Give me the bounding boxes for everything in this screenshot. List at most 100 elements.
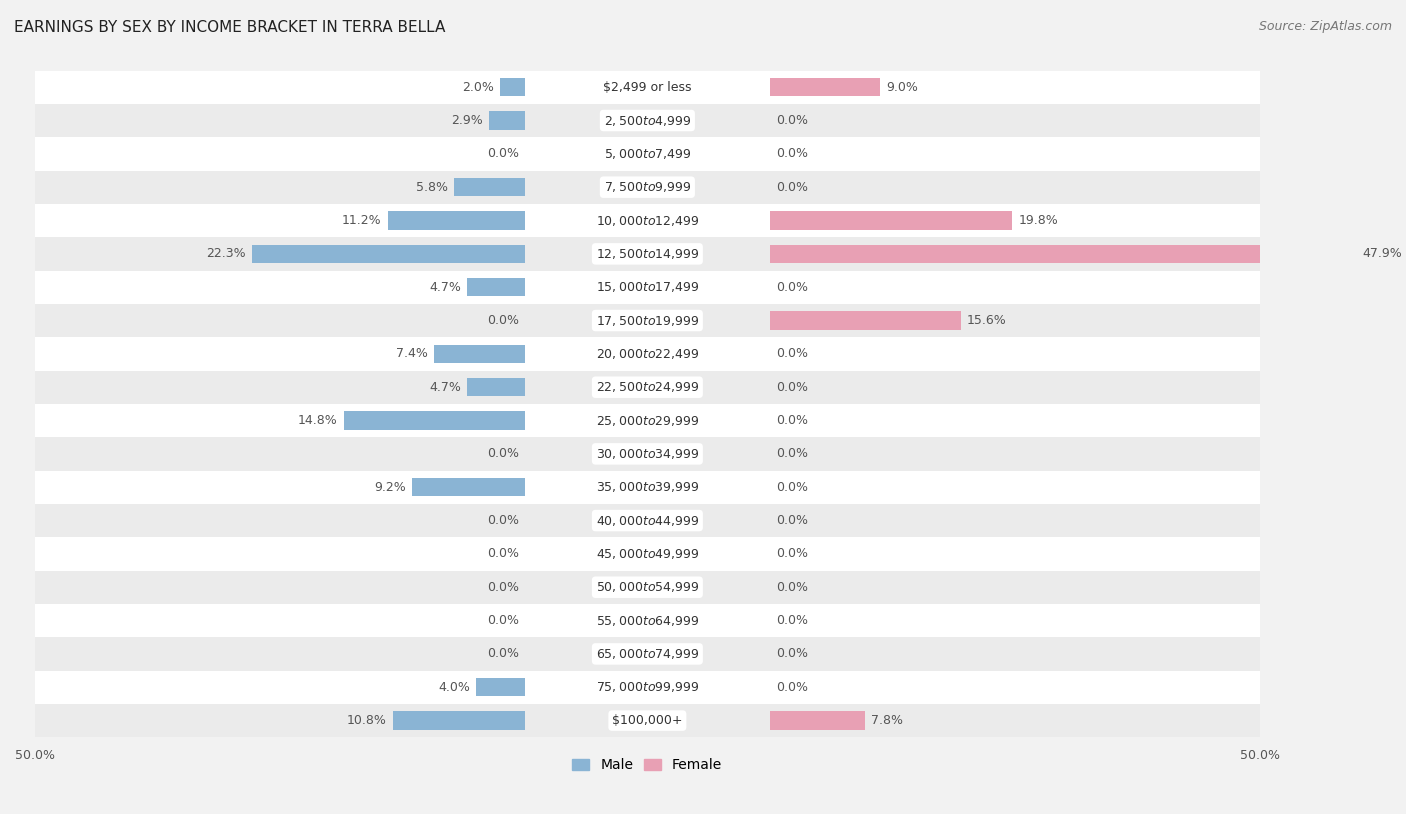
Text: $7,500 to $9,999: $7,500 to $9,999 (603, 180, 692, 195)
Bar (454, 178, 524, 196)
Text: 0.0%: 0.0% (486, 147, 519, 160)
Text: $45,000 to $49,999: $45,000 to $49,999 (596, 547, 699, 561)
Bar (35, 304, 1260, 337)
Text: 0.0%: 0.0% (486, 580, 519, 593)
Text: 0.0%: 0.0% (776, 514, 808, 527)
Bar (35, 138, 1260, 170)
Bar (343, 411, 524, 430)
Text: 15.6%: 15.6% (967, 314, 1007, 327)
Text: $100,000+: $100,000+ (612, 714, 682, 727)
Bar (35, 470, 1260, 504)
Legend: Male, Female: Male, Female (567, 753, 728, 778)
Text: $2,499 or less: $2,499 or less (603, 81, 692, 94)
Bar (35, 504, 1260, 537)
Text: 2.9%: 2.9% (451, 114, 484, 127)
Bar (35, 404, 1260, 437)
Text: 0.0%: 0.0% (776, 481, 808, 494)
Bar (392, 711, 524, 729)
Text: 0.0%: 0.0% (486, 614, 519, 627)
Bar (434, 344, 524, 363)
Text: $25,000 to $29,999: $25,000 to $29,999 (596, 414, 699, 427)
Bar (501, 78, 524, 96)
Bar (35, 537, 1260, 571)
Bar (770, 212, 1012, 230)
Text: 10.8%: 10.8% (347, 714, 387, 727)
Text: EARNINGS BY SEX BY INCOME BRACKET IN TERRA BELLA: EARNINGS BY SEX BY INCOME BRACKET IN TER… (14, 20, 446, 35)
Text: 0.0%: 0.0% (776, 448, 808, 461)
Text: $55,000 to $64,999: $55,000 to $64,999 (596, 614, 699, 628)
Text: $35,000 to $39,999: $35,000 to $39,999 (596, 480, 699, 494)
Text: $5,000 to $7,499: $5,000 to $7,499 (603, 147, 692, 161)
Text: 11.2%: 11.2% (342, 214, 381, 227)
Text: $10,000 to $12,499: $10,000 to $12,499 (596, 213, 699, 228)
Text: 22.3%: 22.3% (207, 247, 246, 260)
Text: 0.0%: 0.0% (486, 514, 519, 527)
Text: 0.0%: 0.0% (776, 547, 808, 560)
Text: 5.8%: 5.8% (416, 181, 447, 194)
Bar (252, 245, 524, 263)
Bar (35, 437, 1260, 470)
Text: $30,000 to $34,999: $30,000 to $34,999 (596, 447, 699, 461)
Text: $17,500 to $19,999: $17,500 to $19,999 (596, 313, 699, 327)
Bar (35, 104, 1260, 138)
Text: 0.0%: 0.0% (776, 580, 808, 593)
Bar (467, 278, 524, 296)
Text: $75,000 to $99,999: $75,000 to $99,999 (596, 681, 699, 694)
Bar (35, 204, 1260, 237)
Text: $15,000 to $17,499: $15,000 to $17,499 (596, 280, 699, 294)
Text: $2,500 to $4,999: $2,500 to $4,999 (603, 113, 692, 128)
Bar (770, 245, 1357, 263)
Bar (770, 312, 960, 330)
Text: 14.8%: 14.8% (298, 414, 337, 427)
Bar (412, 478, 524, 497)
Text: 0.0%: 0.0% (776, 647, 808, 660)
Bar (35, 370, 1260, 404)
Text: 0.0%: 0.0% (776, 414, 808, 427)
Text: 9.0%: 9.0% (886, 81, 918, 94)
Text: 0.0%: 0.0% (776, 348, 808, 361)
Bar (770, 78, 880, 96)
Text: 0.0%: 0.0% (776, 181, 808, 194)
Bar (770, 711, 865, 729)
Bar (475, 678, 524, 697)
Text: 0.0%: 0.0% (776, 281, 808, 294)
Text: $22,500 to $24,999: $22,500 to $24,999 (596, 380, 699, 394)
Text: 0.0%: 0.0% (486, 448, 519, 461)
Text: 19.8%: 19.8% (1018, 214, 1059, 227)
Bar (467, 378, 524, 396)
Text: 4.7%: 4.7% (429, 281, 461, 294)
Text: 4.7%: 4.7% (429, 381, 461, 394)
Text: 0.0%: 0.0% (486, 547, 519, 560)
Text: Source: ZipAtlas.com: Source: ZipAtlas.com (1258, 20, 1392, 33)
Bar (35, 704, 1260, 737)
Bar (35, 170, 1260, 204)
Bar (35, 337, 1260, 370)
Text: 0.0%: 0.0% (486, 647, 519, 660)
Bar (35, 637, 1260, 671)
Text: 0.0%: 0.0% (776, 114, 808, 127)
Bar (35, 604, 1260, 637)
Text: 2.0%: 2.0% (463, 81, 495, 94)
Bar (35, 237, 1260, 270)
Text: 7.4%: 7.4% (396, 348, 429, 361)
Text: 9.2%: 9.2% (374, 481, 406, 494)
Text: 4.0%: 4.0% (437, 681, 470, 694)
Bar (35, 571, 1260, 604)
Text: 0.0%: 0.0% (776, 147, 808, 160)
Bar (35, 671, 1260, 704)
Text: 47.9%: 47.9% (1362, 247, 1402, 260)
Text: $20,000 to $22,499: $20,000 to $22,499 (596, 347, 699, 361)
Text: 0.0%: 0.0% (776, 614, 808, 627)
Bar (489, 112, 524, 129)
Text: $40,000 to $44,999: $40,000 to $44,999 (596, 514, 699, 527)
Text: 0.0%: 0.0% (486, 314, 519, 327)
Bar (35, 270, 1260, 304)
Bar (388, 212, 524, 230)
Text: 0.0%: 0.0% (776, 681, 808, 694)
Text: $65,000 to $74,999: $65,000 to $74,999 (596, 647, 699, 661)
Text: $12,500 to $14,999: $12,500 to $14,999 (596, 247, 699, 260)
Text: 7.8%: 7.8% (872, 714, 904, 727)
Text: $50,000 to $54,999: $50,000 to $54,999 (596, 580, 699, 594)
Text: 0.0%: 0.0% (776, 381, 808, 394)
Bar (35, 71, 1260, 104)
